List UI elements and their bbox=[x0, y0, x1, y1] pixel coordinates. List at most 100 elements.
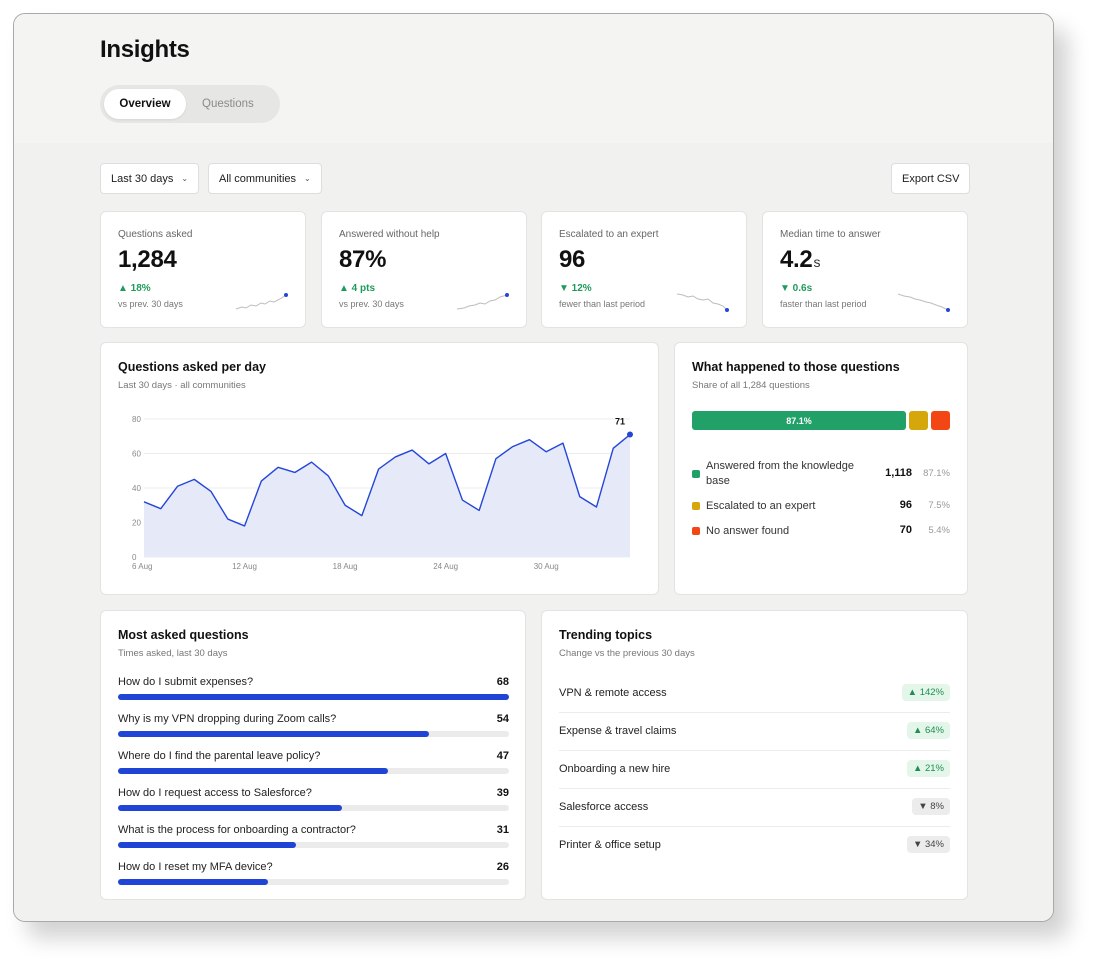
question-row[interactable]: Where do I find the parental leave polic… bbox=[118, 750, 509, 778]
date-range-value: Last 30 days bbox=[111, 172, 174, 185]
date-range-dropdown[interactable]: Last 30 days ⌄ bbox=[100, 163, 200, 194]
legend-swatch bbox=[692, 470, 700, 478]
question-bar-fill bbox=[118, 879, 268, 885]
question-text: How do I reset my MFA device? bbox=[118, 861, 273, 873]
topic-row[interactable]: Salesforce access ▼ 8% bbox=[559, 789, 950, 827]
stack-segment-3 bbox=[931, 411, 950, 430]
x-tick-label: 12 Aug bbox=[232, 562, 257, 571]
question-bar-track bbox=[118, 731, 509, 737]
legend-swatch bbox=[692, 527, 700, 535]
view-tabs: Overview Questions bbox=[100, 85, 280, 123]
daily-questions-chart: 0 20 40 60 80 71 6 Aug 12 Aug 18 Aug 24 Aug 30 Aug bbox=[132, 415, 633, 571]
trending-subtitle: Change vs the previous 30 days bbox=[559, 648, 695, 659]
question-row[interactable]: Why is my VPN dropping during Zoom calls… bbox=[118, 713, 509, 741]
kpi-value: 96 bbox=[559, 246, 586, 273]
export-csv-label: Export CSV bbox=[902, 172, 960, 185]
legend-percent: 5.4% bbox=[928, 525, 950, 536]
question-bar-fill bbox=[118, 842, 297, 848]
stack-segment-2 bbox=[909, 411, 928, 430]
most-asked-title: Most asked questions bbox=[118, 628, 249, 642]
legend-count: 96 bbox=[899, 499, 912, 511]
outcomes-title: What happened to those questions bbox=[692, 360, 900, 374]
legend-swatch bbox=[692, 502, 700, 510]
topic-change-badge: ▲ 64% bbox=[906, 722, 950, 739]
sparkline-down bbox=[677, 293, 729, 312]
y-tick-label: 80 bbox=[132, 415, 141, 424]
topic-name: Onboarding a new hire bbox=[559, 763, 671, 775]
most-asked-subtitle: Times asked, last 30 days bbox=[118, 648, 228, 659]
kpi-sub: vs prev. 30 days bbox=[118, 299, 183, 309]
chevron-down-icon: ⌄ bbox=[304, 174, 311, 183]
topic-change-badge: ▼ 34% bbox=[906, 836, 950, 853]
kpi-sub: faster than last period bbox=[780, 299, 867, 309]
question-count: 68 bbox=[496, 676, 509, 688]
stack-segment-label: 87.1% bbox=[786, 415, 812, 426]
question-bar-fill bbox=[118, 694, 509, 700]
question-bar-fill bbox=[118, 768, 389, 774]
community-dropdown[interactable]: All communities ⌄ bbox=[208, 163, 322, 194]
question-bar-fill bbox=[118, 731, 429, 737]
question-bar-track bbox=[118, 879, 509, 885]
insights-window: Insights Overview Questions Last 30 days… bbox=[13, 13, 1054, 922]
kpi-card-answered-without-help: Answered without help 87% ▲ 4 pts vs pre… bbox=[321, 211, 527, 328]
community-value: All communities bbox=[219, 172, 297, 185]
daily-questions-card: Questions asked per day Last 30 days · a… bbox=[100, 342, 659, 595]
outcomes-subtitle: Share of all 1,284 questions bbox=[692, 380, 810, 391]
sparkline-up bbox=[236, 293, 288, 310]
legend-label: No answer found bbox=[706, 525, 790, 537]
legend-percent: 87.1% bbox=[923, 468, 950, 479]
page-title: Insights bbox=[100, 36, 190, 63]
question-text: Why is my VPN dropping during Zoom calls… bbox=[118, 713, 337, 725]
kpi-card-median-time: Median time to answer 4.2s ▼ 0.6s faster… bbox=[762, 211, 968, 328]
topic-name: Salesforce access bbox=[559, 801, 649, 813]
legend-label: Answered from the knowledge base bbox=[706, 460, 854, 487]
topic-row[interactable]: Onboarding a new hire ▲ 21% bbox=[559, 751, 950, 789]
tab-overview[interactable]: Overview bbox=[104, 89, 186, 119]
question-text: What is the process for onboarding a con… bbox=[118, 824, 356, 836]
topic-row[interactable]: Expense & travel claims ▲ 64% bbox=[559, 713, 950, 751]
kpi-label: Answered without help bbox=[339, 229, 440, 240]
topic-name: VPN & remote access bbox=[559, 687, 667, 699]
chart-subtitle: Last 30 days · all communities bbox=[118, 380, 246, 391]
kpi-label: Questions asked bbox=[118, 229, 193, 240]
x-tick-label: 18 Aug bbox=[333, 562, 358, 571]
question-bar-track bbox=[118, 842, 509, 848]
question-count: 31 bbox=[496, 824, 509, 836]
topic-change-badge: ▲ 21% bbox=[906, 760, 950, 777]
legend-count: 1,118 bbox=[885, 467, 912, 479]
topic-row[interactable]: Printer & office setup ▼ 34% bbox=[559, 827, 950, 865]
kpi-delta: ▲ 18% bbox=[118, 283, 151, 294]
trending-title: Trending topics bbox=[559, 628, 653, 642]
kpi-value: 1,284 bbox=[118, 246, 177, 273]
question-row[interactable]: How do I request access to Salesforce? 39 bbox=[118, 787, 509, 815]
kpi-delta: ▼ 0.6s bbox=[780, 283, 813, 294]
y-tick-label: 60 bbox=[132, 450, 141, 459]
last-point bbox=[627, 431, 633, 438]
kpi-label: Median time to answer bbox=[780, 229, 881, 240]
series-line bbox=[143, 433, 631, 527]
question-row[interactable]: How do I submit expenses? 68 bbox=[118, 676, 509, 704]
header-band bbox=[14, 14, 1053, 143]
x-tick-label: 6 Aug bbox=[132, 562, 152, 571]
question-count: 26 bbox=[496, 861, 509, 873]
x-tick-label: 24 Aug bbox=[433, 562, 458, 571]
y-tick-label: 0 bbox=[132, 553, 137, 562]
kpi-delta: ▲ 4 pts bbox=[339, 283, 376, 294]
outcomes-card: What happened to those questions Share o… bbox=[674, 342, 968, 595]
topic-row[interactable]: VPN & remote access ▲ 142% bbox=[559, 675, 950, 713]
question-row[interactable]: What is the process for onboarding a con… bbox=[118, 824, 509, 852]
question-bar-track bbox=[118, 768, 509, 774]
kpi-delta: ▼ 12% bbox=[559, 283, 592, 294]
kpi-value: 4.2s bbox=[780, 246, 821, 273]
x-tick-label: 30 Aug bbox=[534, 562, 559, 571]
tab-questions[interactable]: Questions bbox=[202, 98, 254, 110]
legend-label: Escalated to an expert bbox=[706, 500, 816, 512]
chart-title: Questions asked per day bbox=[118, 360, 266, 374]
topic-change-badge: ▼ 8% bbox=[912, 798, 950, 815]
topic-change-badge: ▲ 142% bbox=[901, 684, 950, 701]
export-csv-button[interactable]: Export CSV bbox=[891, 163, 971, 194]
question-row[interactable]: How do I reset my MFA device? 26 bbox=[118, 861, 509, 889]
topic-name: Printer & office setup bbox=[559, 839, 661, 851]
kpi-sub: vs prev. 30 days bbox=[339, 299, 404, 309]
question-text: How do I request access to Salesforce? bbox=[118, 787, 312, 799]
